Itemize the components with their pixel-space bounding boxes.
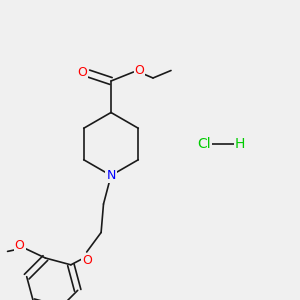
Text: O: O	[135, 64, 144, 77]
Text: O: O	[82, 254, 92, 267]
Text: O: O	[77, 65, 87, 79]
Text: O: O	[15, 239, 25, 253]
Text: N: N	[106, 169, 116, 182]
Text: Cl: Cl	[197, 137, 211, 151]
Text: H: H	[235, 137, 245, 151]
